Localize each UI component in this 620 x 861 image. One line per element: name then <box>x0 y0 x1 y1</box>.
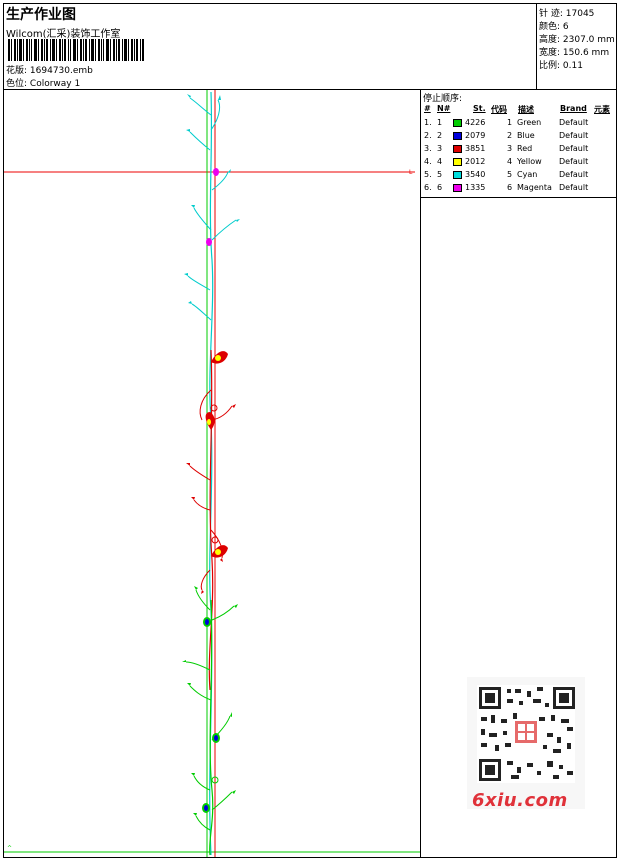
svg-text:L: L <box>409 169 413 176</box>
colorway-label: 色位: <box>6 79 28 89</box>
colorway-value: Colorway 1 <box>29 79 81 89</box>
watermark-site: 6xiu.com <box>472 790 568 811</box>
color-swatch <box>453 119 462 127</box>
legend-row: 6. 6 1335 6 Magenta Default <box>424 183 589 192</box>
legend-header-num: # <box>424 104 431 113</box>
production-worksheet: 生产作业图 Wilcom(汇采)装饰工作室 <box>3 3 617 858</box>
colorway-line: 色位: Colorway 1 <box>6 76 80 89</box>
legend-row: 3. 3 3851 3 Red Default <box>424 144 589 153</box>
color-swatch <box>453 171 462 179</box>
color-swatch <box>453 132 462 140</box>
stat-colors: 颜色: 6 <box>539 22 569 32</box>
stat-scale: 比例: 0.11 <box>539 61 583 71</box>
svg-text:^: ^ <box>7 845 12 852</box>
stats-panel: 针 迹: 17045 颜色: 6 高度: 2307.0 mm 宽度: 150.6… <box>537 4 616 90</box>
legend-row: 2. 2 2079 2 Blue Default <box>424 131 589 140</box>
qr-code-image <box>467 677 585 809</box>
color-swatch <box>453 158 462 166</box>
legend-header-desc: 描述 <box>518 105 534 114</box>
stat-stitches: 针 迹: 17045 <box>539 9 595 19</box>
legend-header-n: N# <box>437 104 451 113</box>
color-swatch <box>453 184 462 192</box>
embroidery-vine-design: L <box>4 90 420 857</box>
legend-header-code: 代码 <box>491 105 507 114</box>
legend-row: 5. 5 3540 5 Cyan Default <box>424 170 589 179</box>
legend-row: 4. 4 2012 4 Yellow Default <box>424 157 589 166</box>
legend-row: 1. 1 4226 1 Green Default <box>424 118 589 127</box>
company-name: Wilcom(汇采)装饰工作室 <box>6 29 121 40</box>
header-panel: 生产作业图 Wilcom(汇采)装饰工作室 <box>4 4 537 90</box>
design-label: 花版: <box>6 66 28 76</box>
page-title: 生产作业图 <box>6 7 76 23</box>
legend-header-brand: Brand <box>560 104 587 113</box>
color-swatch <box>453 145 462 153</box>
legend-title: 停止顺序: <box>423 94 463 104</box>
thread-legend: 停止顺序: # N# St. 代码 描述 Brand 元素 1. 1 4226 1 … <box>421 90 616 198</box>
stat-width: 宽度: 150.6 mm <box>539 48 610 58</box>
barcode-image <box>8 39 144 61</box>
stat-height: 高度: 2307.0 mm <box>539 35 615 45</box>
design-preview: L <box>4 90 421 857</box>
design-value: 1694730.emb <box>29 66 93 76</box>
legend-header-elem: 元素 <box>594 105 610 114</box>
legend-header-st: St. <box>473 104 486 113</box>
design-file-line: 花版: 1694730.emb <box>6 63 93 76</box>
